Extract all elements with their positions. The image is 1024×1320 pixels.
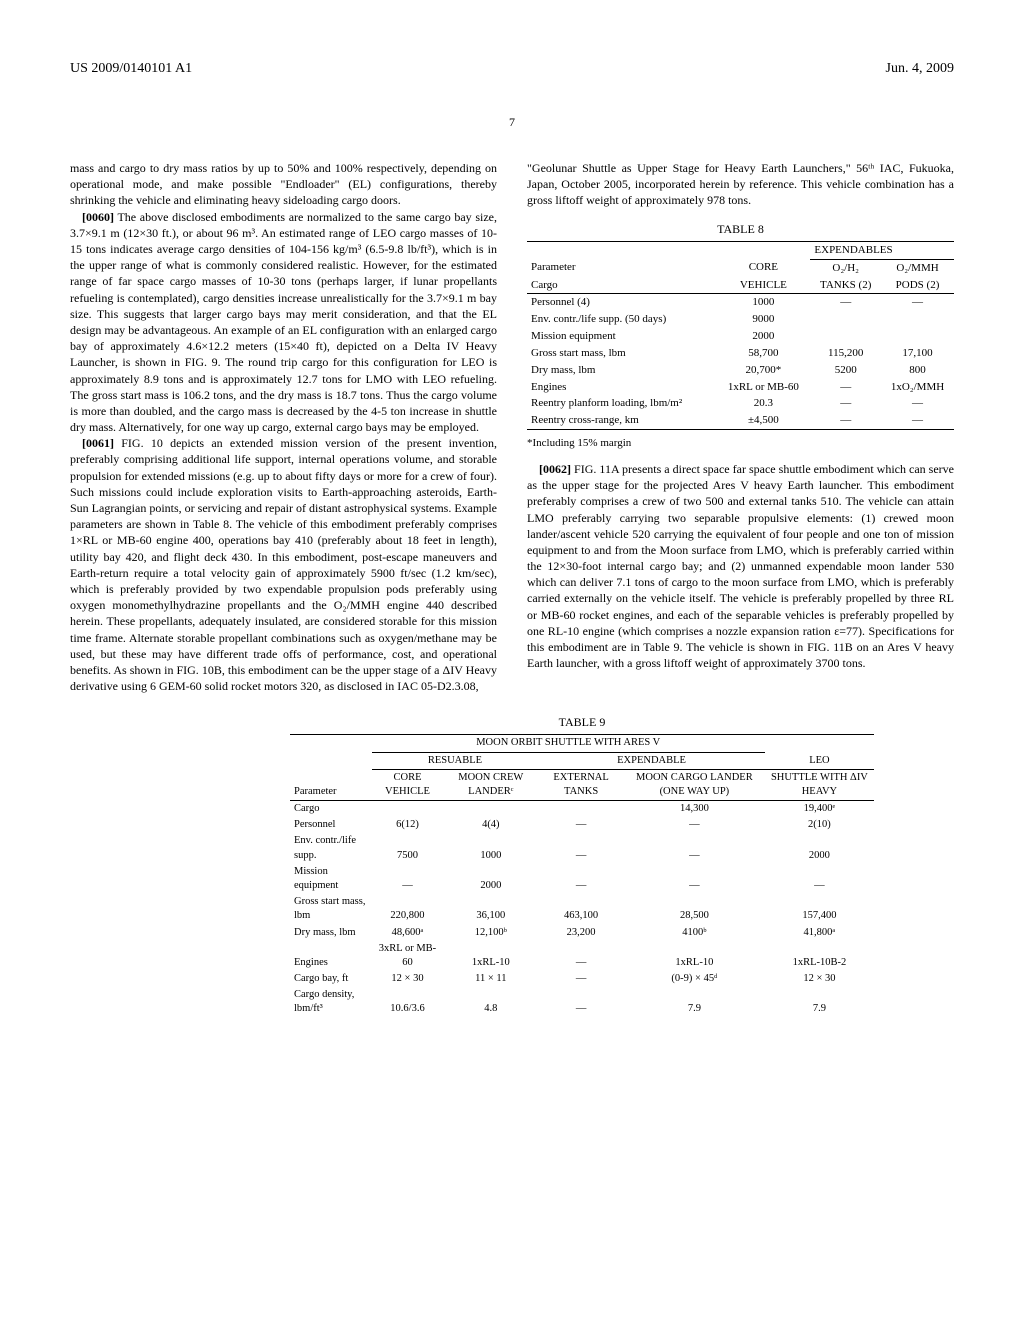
paragraph-0060: [0060] The above disclosed embodiments a… [70, 209, 497, 436]
col-header: EXTERNAL TANKS [538, 769, 624, 800]
para-num: [0061] [82, 436, 114, 450]
paragraph-continuation: "Geolunar Shuttle as Upper Stage for Hea… [527, 160, 954, 209]
right-column: "Geolunar Shuttle as Upper Stage for Hea… [527, 160, 954, 694]
paragraph-continuation: mass and cargo to dry mass ratios by up … [70, 160, 497, 209]
paragraph-0061: [0061] FIG. 10 depicts an extended missi… [70, 435, 497, 694]
col-header: O₂/H₂ [810, 259, 881, 276]
row-label: Reentry planform loading, lbm/m² [527, 395, 716, 412]
col-header: MOON CARGO LANDER (ONE WAY UP) [624, 769, 765, 800]
table8-caption: TABLE 8 [527, 221, 954, 237]
col-subheader: VEHICLE [716, 277, 810, 294]
para-text: FIG. 11A presents a direct space far spa… [527, 462, 954, 670]
para-text: FIG. 10 depicts an extended mission vers… [70, 436, 497, 693]
col-header: CORE VEHICLE [372, 769, 444, 800]
group-header-moon: MOON ORBIT SHUTTLE WITH ARES V [372, 735, 765, 752]
paragraph-0062: [0062] FIG. 11A presents a direct space … [527, 461, 954, 671]
group-header-leo: LEO [765, 752, 874, 769]
row-label: Reentry cross-range, km [527, 412, 716, 429]
col-header: O₂/MMH [881, 259, 954, 276]
col-header: CORE [716, 259, 810, 276]
para-text: The above disclosed embodiments are norm… [70, 210, 497, 434]
col-header: Parameter [527, 259, 716, 276]
row-label: Engines [527, 379, 716, 396]
col-subheader: TANKS (2) [810, 277, 881, 294]
page-header: US 2009/0140101 A1 Jun. 4, 2009 [70, 60, 954, 79]
table9-container: TABLE 9 MOON ORBIT SHUTTLE WITH ARES V R… [70, 714, 954, 1017]
row-label: Dry mass, lbm [527, 362, 716, 379]
col-header: Parameter [290, 769, 372, 800]
left-column: mass and cargo to dry mass ratios by up … [70, 160, 497, 694]
para-num: [0062] [539, 462, 571, 476]
table-8: EXPENDABLES Parameter CORE O₂/H₂ O₂/MMH … [527, 241, 954, 430]
group-header-reusable: RESUABLE [372, 752, 539, 769]
row-label: Personnel (4) [527, 294, 716, 311]
two-column-layout: mass and cargo to dry mass ratios by up … [70, 160, 954, 694]
expendables-header: EXPENDABLES [810, 241, 954, 259]
para-num: [0060] [82, 210, 114, 224]
col-header: SHUTTLE WITH ΔIV HEAVY [765, 769, 874, 800]
patent-date: Jun. 4, 2009 [886, 60, 954, 79]
table8-footnote: *Including 15% margin [527, 436, 954, 451]
table9-caption: TABLE 9 [290, 714, 874, 730]
table-9: MOON ORBIT SHUTTLE WITH ARES V RESUABLE … [290, 734, 874, 1017]
col-subheader: PODS (2) [881, 277, 954, 294]
group-header-expendable: EXPENDABLE [538, 752, 765, 769]
row-label: Gross start mass, lbm [527, 345, 716, 362]
col-header: MOON CREW LANDERᶜ [443, 769, 538, 800]
page-number: 7 [70, 114, 954, 130]
col-subheader: Cargo [527, 277, 716, 294]
row-label: Mission equipment [527, 328, 716, 345]
patent-number: US 2009/0140101 A1 [70, 60, 192, 79]
row-label: Env. contr./life supp. (50 days) [527, 311, 716, 328]
